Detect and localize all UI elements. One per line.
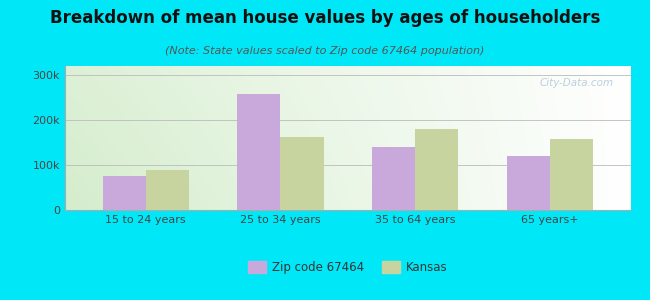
Bar — [237, 94, 280, 210]
Text: City-Data.com: City-Data.com — [540, 77, 614, 88]
Bar — [146, 170, 189, 210]
Bar — [415, 129, 458, 210]
Bar — [506, 156, 550, 210]
Text: (Note: State values scaled to Zip code 67464 population): (Note: State values scaled to Zip code 6… — [165, 46, 485, 56]
Bar — [550, 139, 593, 210]
Text: Breakdown of mean house values by ages of householders: Breakdown of mean house values by ages o… — [50, 9, 600, 27]
Bar — [372, 147, 415, 210]
Legend: Zip code 67464, Kansas: Zip code 67464, Kansas — [244, 256, 452, 279]
Bar — [103, 176, 146, 210]
Bar — [280, 136, 324, 210]
